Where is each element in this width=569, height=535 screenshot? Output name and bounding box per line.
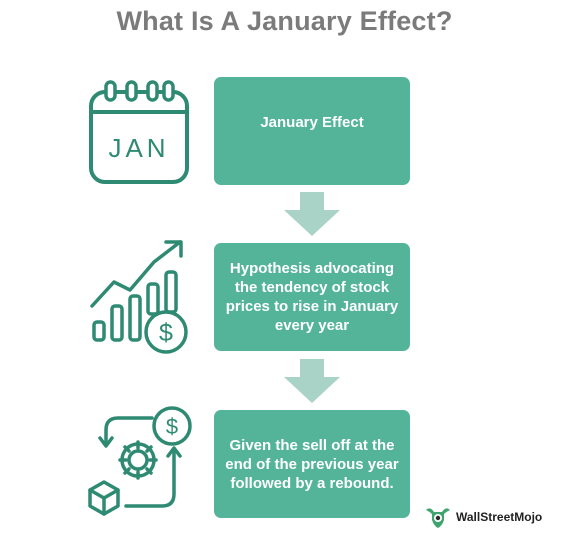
svg-text:$: $: [166, 414, 178, 439]
down-arrow-icon: [284, 192, 340, 236]
step-text: January Effect: [260, 113, 364, 131]
page-title: What Is A January Effect?: [116, 6, 453, 36]
brand-logo: WallStreetMojo: [424, 503, 542, 531]
step-box-hypothesis: Hypothesis advocating the tendency of st…: [214, 243, 410, 351]
svg-text:$: $: [159, 319, 173, 347]
brand-name: WallStreetMojo: [456, 510, 543, 524]
cycle-process-icon: $: [82, 404, 198, 520]
step-text: Hypothesis advocating the tendency of st…: [225, 260, 399, 334]
bull-logo-icon: [426, 508, 450, 528]
stock-growth-icon: $: [88, 238, 198, 360]
down-arrow-icon: [284, 359, 340, 403]
calendar-icon: JAN: [84, 78, 194, 188]
step-text: Given the sell off at the end of the pre…: [225, 436, 399, 492]
calendar-label: JAN: [108, 133, 169, 163]
step-box-sell-off: Given the sell off at the end of the pre…: [214, 410, 410, 518]
step-box-january-effect: January Effect: [214, 77, 410, 185]
